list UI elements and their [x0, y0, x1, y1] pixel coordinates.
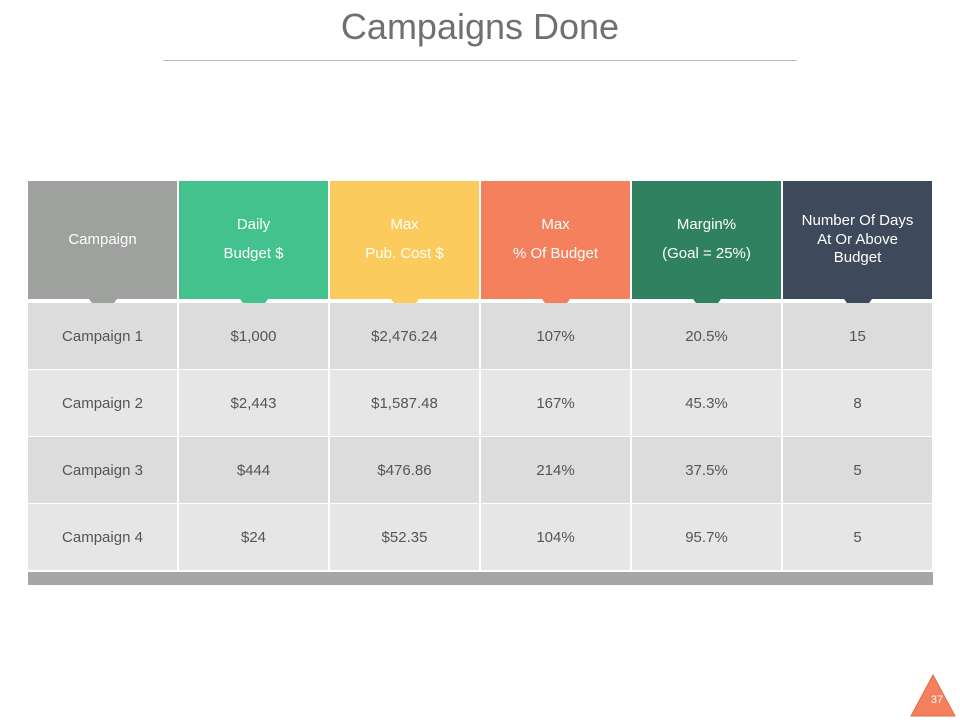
table-cell: 5: [783, 504, 932, 570]
table-cell: $2,443: [179, 370, 328, 436]
table-row: Campaign 2 $2,443 $1,587.48 167% 45.3% 8: [28, 370, 933, 436]
column-header-3: Max Pub. Cost $: [330, 181, 479, 318]
slide-number-badge: 37: [908, 672, 958, 718]
table-cell: 8: [783, 370, 932, 436]
table-row: Campaign 1 $1,000 $2,476.24 107% 20.5% 15: [28, 303, 933, 369]
table-body: Campaign 1 $1,000 $2,476.24 107% 20.5% 15 Camp…: [28, 303, 933, 570]
table-cell: $444: [179, 437, 328, 503]
column-header-label: Number Of Days: [801, 211, 914, 229]
column-header-label: Budget $: [223, 245, 284, 262]
table-cell: 5: [783, 437, 932, 503]
table-header-row: Campaign Daily Budget $ Max Pub. Cost $ Max % …: [28, 181, 933, 318]
table-cell: $476.86: [330, 437, 479, 503]
table-cell: 20.5%: [632, 303, 781, 369]
column-header-label: (Goal = 25%): [662, 245, 751, 262]
column-header-4: Max % Of Budget: [481, 181, 630, 318]
column-header-label: Margin%: [676, 216, 737, 234]
table-cell: Campaign 3: [28, 437, 177, 503]
column-header-label: Pub. Cost $: [365, 245, 444, 262]
table-cell: 107%: [481, 303, 630, 369]
title-divider: [163, 60, 797, 61]
table-row: Campaign 4 $24 $52.35 104% 95.7% 5: [28, 504, 933, 570]
table-cell: Campaign 1: [28, 303, 177, 369]
slide-title: Campaigns Done: [340, 6, 620, 47]
table-cell: 214%: [481, 437, 630, 503]
table-row: Campaign 3 $444 $476.86 214% 37.5% 5: [28, 437, 933, 503]
table-cell: 45.3%: [632, 370, 781, 436]
triangle-icon: [910, 673, 956, 717]
column-header-label: % Of Budget: [512, 245, 599, 262]
column-header-label: Daily: [236, 216, 271, 234]
column-header-label: Budget: [833, 249, 882, 267]
slide-number: 37: [930, 694, 944, 706]
column-header-label: Max: [541, 216, 570, 234]
table-footer-bar: [28, 572, 933, 585]
table-cell: $24: [179, 504, 328, 570]
table-cell: 95.7%: [632, 504, 781, 570]
table-cell: 104%: [481, 504, 630, 570]
column-header-1: Campaign: [28, 181, 177, 318]
table-cell: $1,000: [179, 303, 328, 369]
table-cell: Campaign 2: [28, 370, 177, 436]
table-cell: 167%: [481, 370, 630, 436]
table-cell: $2,476.24: [330, 303, 479, 369]
table-cell: 37.5%: [632, 437, 781, 503]
table-cell: Campaign 4: [28, 504, 177, 570]
column-header-label: Max: [390, 216, 419, 234]
column-header-6: Number Of Days At Or Above Budget: [783, 181, 932, 318]
column-header-5: Margin% (Goal = 25%): [632, 181, 781, 318]
table-cell: $1,587.48: [330, 370, 479, 436]
table-cell: $52.35: [330, 504, 479, 570]
campaigns-table: Campaign Daily Budget $ Max Pub. Cost $ Max % …: [28, 181, 933, 585]
table-cell: 15: [783, 303, 932, 369]
column-header-2: Daily Budget $: [179, 181, 328, 318]
column-header-label: Campaign: [68, 230, 137, 248]
column-header-label: At Or Above: [817, 230, 898, 248]
